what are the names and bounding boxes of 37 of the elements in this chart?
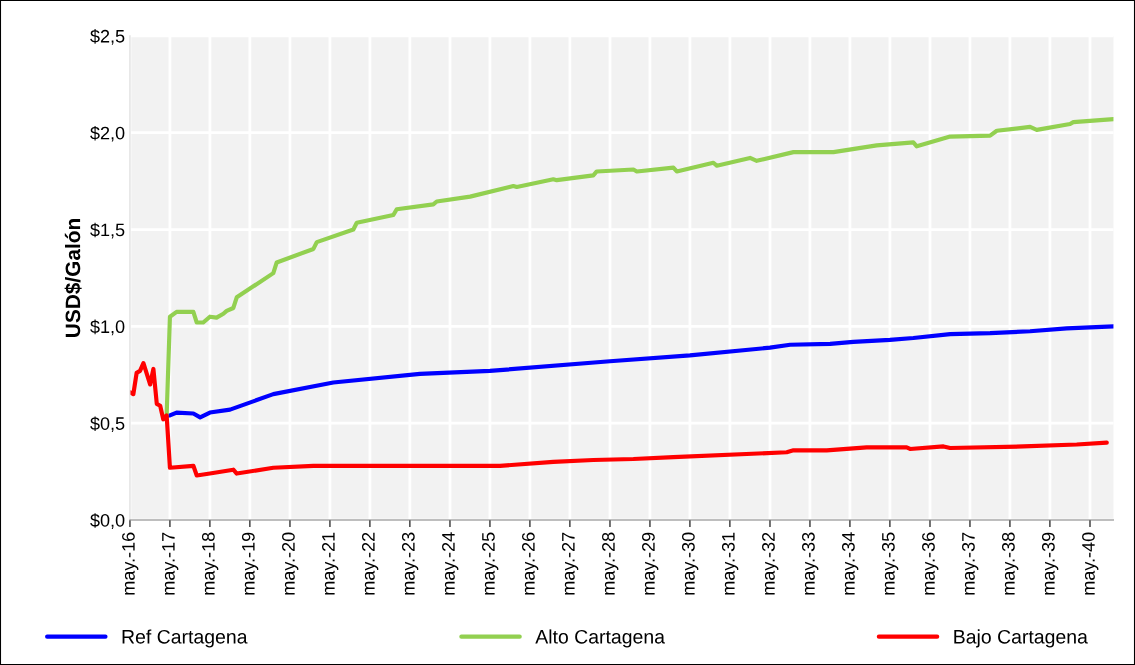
- x-tick-label: may.-37: [962, 532, 979, 595]
- line-series: [129, 361, 1109, 478]
- y-tick-label: $2,0: [90, 125, 125, 142]
- y-tick-label: $0,5: [90, 416, 125, 433]
- x-tick-label: may.-36: [922, 532, 939, 595]
- x-tick-label: may.-33: [802, 532, 819, 595]
- x-tick-label: may.-32: [762, 532, 779, 595]
- y-axis-title: USD$/Galón: [64, 219, 82, 337]
- x-tick-label: may.-17: [162, 532, 179, 595]
- x-tick-label: may.-18: [201, 532, 219, 595]
- x-tick-label: may.-35: [881, 532, 899, 595]
- x-tick-label: may.-29: [642, 532, 659, 595]
- legend-label: Ref Cartagena: [122, 629, 248, 648]
- x-tick-label: may.-24: [442, 532, 459, 595]
- x-tick-label: may.-31: [721, 532, 739, 595]
- x-tick-label: may.-22: [361, 532, 379, 595]
- x-tick-label: may.-40: [1082, 532, 1099, 595]
- legend-label: Alto Cartagena: [535, 629, 665, 648]
- y-tick-label: $2,5: [90, 29, 125, 45]
- x-tick-label: may.-39: [1041, 532, 1059, 595]
- x-tick-label: may.-28: [602, 532, 619, 595]
- y-tick-label: $1,0: [90, 319, 125, 336]
- x-tick-label: may.-23: [401, 532, 419, 595]
- x-tick-label: may.-30: [681, 532, 699, 595]
- x-tick-label: may.-27: [561, 532, 579, 595]
- x-tick-label: may.-20: [282, 532, 299, 595]
- x-tick-label: may.-16: [122, 532, 139, 595]
- x-tick-label: may.-19: [241, 532, 259, 595]
- x-tick-label: may.-34: [841, 532, 859, 595]
- x-tick-label: may.-38: [1002, 532, 1019, 595]
- x-tick-label: may.-21: [322, 532, 339, 595]
- legend-label: Bajo Cartagena: [954, 629, 1088, 648]
- y-tick-label: $0,0: [90, 513, 125, 529]
- x-tick-label: may.-25: [482, 532, 499, 595]
- y-tick-label: $1,5: [90, 222, 125, 239]
- line-series: [164, 117, 1114, 418]
- x-tick-label: may.-26: [521, 532, 539, 595]
